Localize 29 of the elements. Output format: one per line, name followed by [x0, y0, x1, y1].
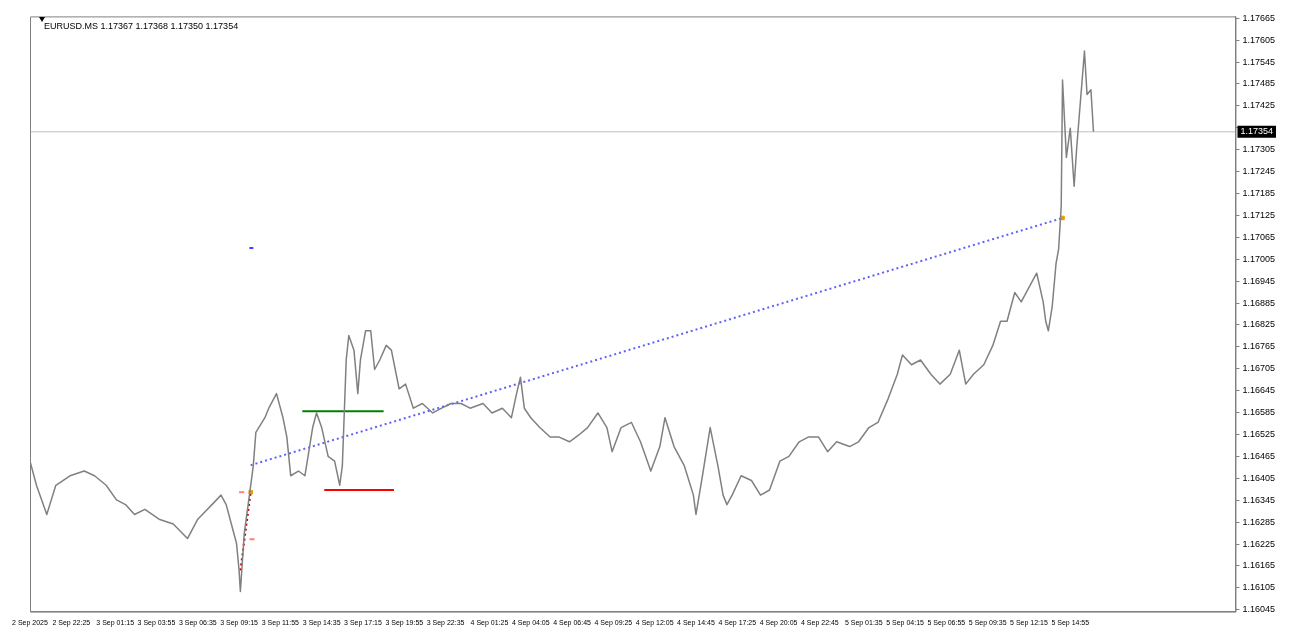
- y-tick-label: 1.16285: [1242, 516, 1276, 527]
- y-tick-label: 1.17305: [1242, 144, 1276, 155]
- y-tick-label: 1.16645: [1242, 385, 1276, 396]
- y-tick-label: 1.16105: [1242, 582, 1276, 593]
- y-tick-label: 1.16345: [1242, 494, 1276, 505]
- y-tick-label: 1.16825: [1242, 319, 1276, 330]
- y-tick-label: 1.16225: [1242, 538, 1276, 549]
- y-tick-label: 1.16585: [1242, 407, 1276, 418]
- y-tick-label: 1.17065: [1242, 231, 1276, 242]
- y-tick-label: 1.17005: [1242, 253, 1276, 264]
- y-tick-label: 1.16885: [1242, 297, 1276, 308]
- y-tick-label: 1.16405: [1242, 472, 1276, 483]
- y-tick-label: 1.17125: [1242, 209, 1276, 220]
- y-tick-label: 1.16705: [1242, 363, 1276, 374]
- y-tick-label: 1.17485: [1242, 78, 1276, 89]
- y-tick-label: 1.17605: [1242, 34, 1276, 45]
- y-tick-label: 1.17545: [1242, 56, 1276, 67]
- y-tick-label: 1.17665: [1242, 12, 1276, 23]
- ref-line-label: 1.17354: [1240, 126, 1274, 137]
- y-tick-label: 1.16525: [1242, 428, 1276, 439]
- y-tick-label: 1.16165: [1242, 560, 1276, 571]
- chart-title: EURUSD.MS 1.17367 1.17368 1.17350 1.17354: [44, 20, 239, 31]
- y-tick-label: 1.16465: [1242, 450, 1276, 461]
- y-tick-label: 1.17185: [1242, 187, 1276, 198]
- y-tick-label: 1.17245: [1242, 166, 1276, 177]
- y-tick-label: 1.16045: [1242, 604, 1276, 615]
- y-tick-label: 1.17425: [1242, 100, 1276, 111]
- y-tick-label: 1.16945: [1242, 275, 1276, 286]
- y-tick-label: 1.16765: [1242, 341, 1276, 352]
